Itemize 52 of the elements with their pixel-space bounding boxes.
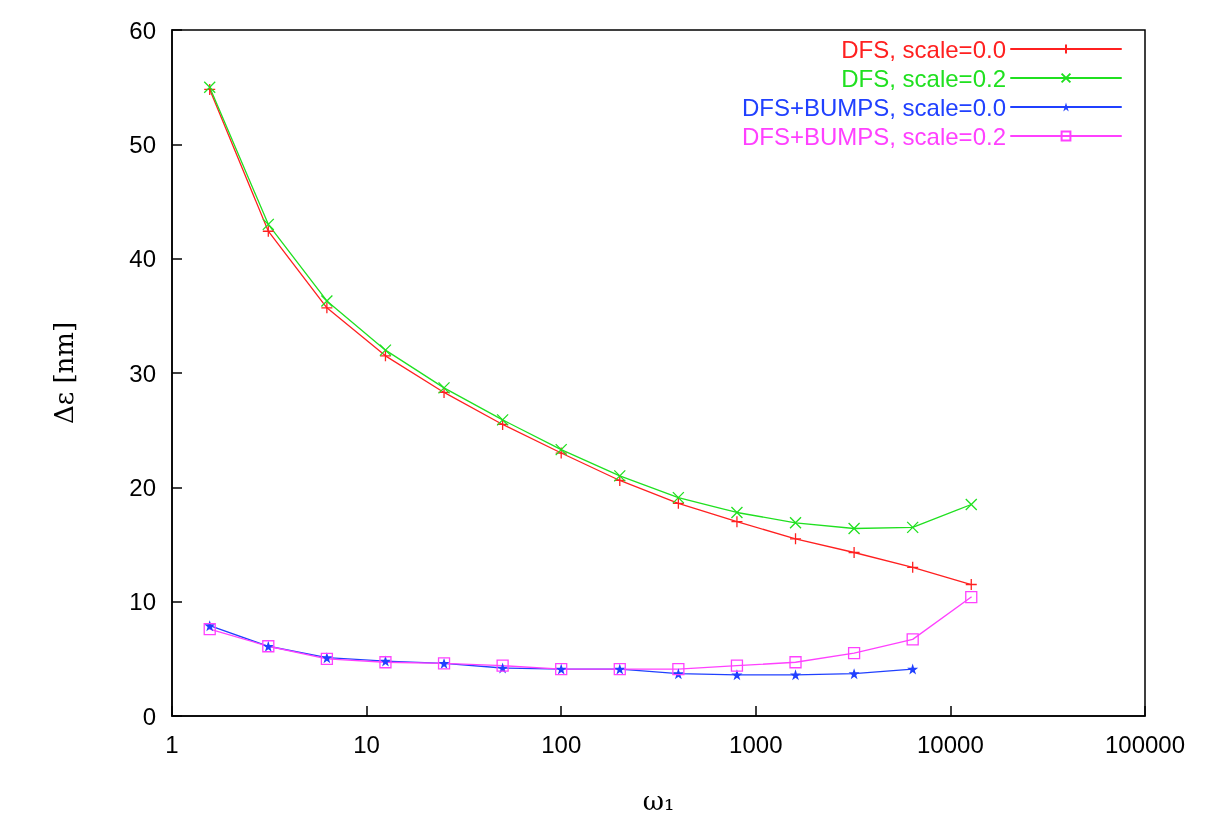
point bbox=[789, 656, 802, 669]
x-tick-label: 1 bbox=[165, 730, 179, 758]
point bbox=[847, 522, 861, 535]
point bbox=[906, 561, 919, 574]
point bbox=[730, 515, 744, 528]
legend-label: DFS, scale=0.2 bbox=[841, 64, 1006, 92]
point bbox=[437, 381, 451, 395]
point bbox=[320, 294, 334, 308]
point bbox=[672, 497, 685, 510]
point bbox=[262, 218, 275, 231]
point bbox=[379, 343, 392, 357]
legend-label: DFS, scale=0.0 bbox=[841, 35, 1006, 63]
point bbox=[203, 622, 216, 636]
legend-label: DFS+BUMPS, scale=0.0 bbox=[741, 93, 1006, 121]
y-tick-label: 30 bbox=[129, 359, 156, 387]
point bbox=[613, 469, 626, 483]
x-tick-label: 100000 bbox=[1104, 730, 1186, 758]
point bbox=[790, 669, 802, 681]
point bbox=[555, 443, 568, 456]
x-tick-label: 1000 bbox=[729, 730, 783, 758]
point bbox=[379, 349, 392, 362]
y-tick-label: 40 bbox=[129, 245, 156, 273]
y-tick-label: 50 bbox=[129, 130, 156, 158]
point bbox=[730, 506, 744, 519]
point bbox=[965, 590, 978, 604]
y-tick-label: 0 bbox=[142, 702, 156, 730]
point bbox=[672, 491, 685, 504]
point bbox=[848, 668, 860, 680]
point bbox=[965, 498, 978, 511]
y-tick-label: 10 bbox=[129, 588, 156, 616]
point bbox=[847, 546, 861, 559]
legend-label: DFS+BUMPS, scale=0.2 bbox=[741, 122, 1006, 150]
point bbox=[965, 578, 978, 591]
point bbox=[262, 225, 275, 238]
point bbox=[847, 646, 861, 660]
point bbox=[496, 413, 509, 427]
point bbox=[730, 659, 744, 672]
y-axis-title: Δε [nm] bbox=[49, 321, 79, 425]
point bbox=[906, 633, 919, 646]
point bbox=[789, 516, 802, 529]
point bbox=[672, 662, 685, 676]
point bbox=[907, 663, 919, 675]
x-tick-label: 10000 bbox=[917, 730, 984, 758]
point bbox=[906, 521, 919, 534]
x-tick-label: 10 bbox=[353, 730, 380, 758]
point bbox=[204, 620, 216, 632]
point bbox=[320, 301, 334, 314]
y-tick-label: 20 bbox=[129, 473, 156, 501]
point bbox=[789, 532, 802, 545]
x-axis-title: ω₁ bbox=[642, 786, 675, 816]
x-tick-label: 100 bbox=[541, 730, 582, 758]
y-tick-label: 60 bbox=[129, 16, 156, 44]
